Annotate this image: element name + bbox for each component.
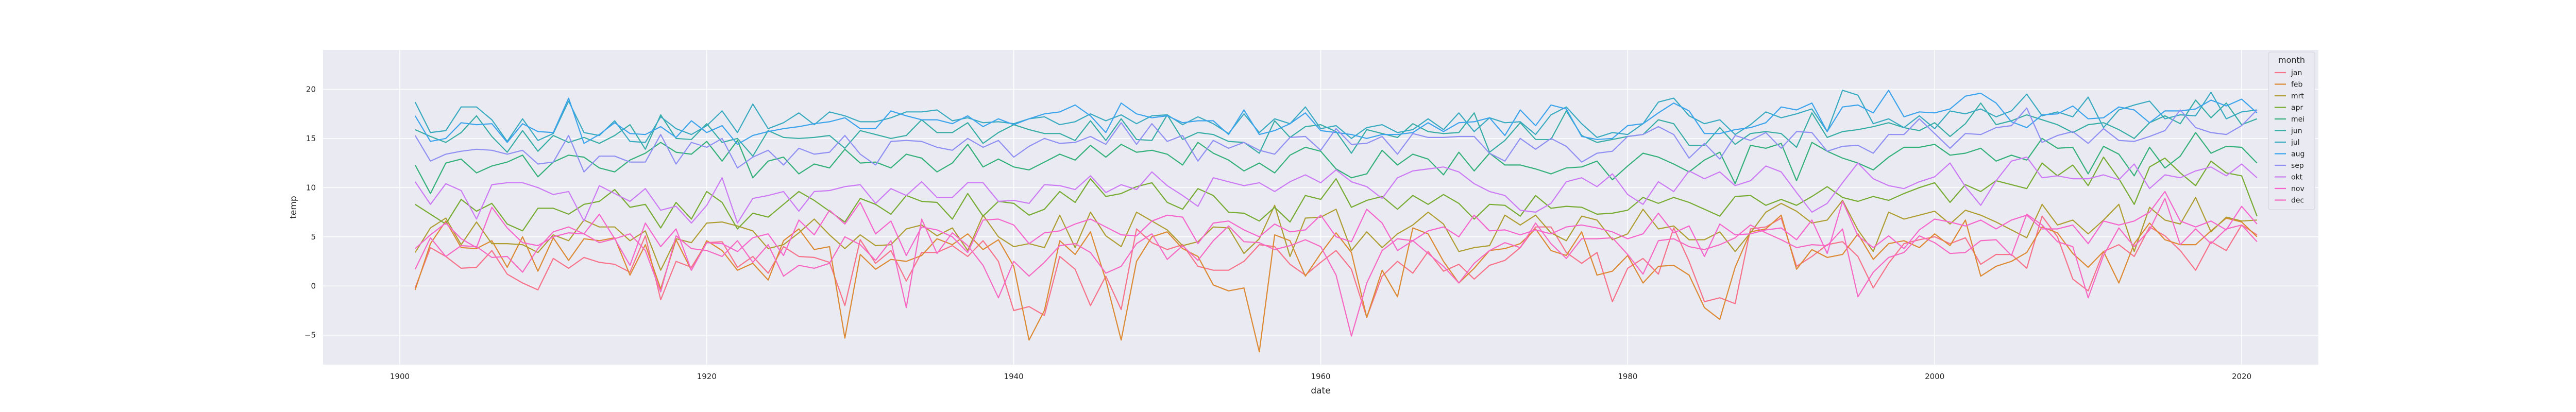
series-line-nov [415, 191, 2258, 271]
x-tick-label: 2020 [2232, 372, 2251, 381]
legend-label: nov [2291, 185, 2304, 193]
series-line-jan [414, 215, 2258, 318]
legend-label: aug [2291, 150, 2304, 159]
x-tick-label: 1980 [1618, 372, 1637, 381]
legend-label: mei [2291, 115, 2304, 124]
series-line-jul [414, 90, 2257, 143]
legend-label: feb [2291, 81, 2303, 89]
legend-label: okt [2291, 174, 2303, 182]
x-tick-label: 1920 [697, 372, 717, 381]
y-tick-label: 20 [306, 84, 316, 94]
legend-label: sep [2291, 162, 2304, 170]
legend-label: jan [2291, 69, 2302, 77]
series-line-aug [414, 90, 2258, 145]
legend-box [2268, 52, 2315, 210]
series-line-feb [414, 214, 2258, 353]
y-axis-label: temp [289, 196, 299, 218]
legend-label: jun [2291, 127, 2302, 135]
x-axis-ticks: 1900 1920 1940 1960 1980 2000 2020 [390, 372, 2251, 381]
legend-label: apr [2291, 104, 2303, 112]
y-tick-label: 15 [306, 134, 316, 143]
y-tick-label: 0 [311, 281, 316, 290]
legend-label: jul [2291, 139, 2300, 147]
series-line-dec [414, 198, 2258, 337]
y-axis-ticks: −5 0 5 10 15 20 [304, 84, 316, 339]
legend-label: mrt [2291, 92, 2304, 100]
x-tick-label: 2000 [1925, 372, 1944, 381]
x-tick-label: 1960 [1311, 372, 1330, 381]
series-line-jun [415, 99, 2258, 157]
y-tick-label: −5 [304, 331, 316, 340]
series-line-okt [414, 157, 2258, 224]
series-lines [414, 90, 2258, 353]
y-tick-label: 5 [311, 232, 316, 242]
y-tick-label: 10 [306, 183, 316, 192]
series-line-apr [415, 157, 2258, 232]
legend-label: dec [2291, 197, 2304, 205]
legend: month jan feb mrt apr mei jun jul aug sep okt nov d… [2268, 52, 2315, 210]
x-tick-label: 1940 [1004, 372, 1024, 381]
x-tick-label: 1900 [390, 372, 410, 381]
legend-title: month [2278, 55, 2305, 65]
series-line-mei [414, 132, 2258, 194]
series-line-mrt [414, 197, 2257, 271]
legend-items: jan feb mrt apr mei jun jul aug sep okt nov dec [2275, 69, 2304, 205]
series-line-sep [414, 107, 2258, 173]
x-axis-label: date [1311, 386, 1330, 396]
